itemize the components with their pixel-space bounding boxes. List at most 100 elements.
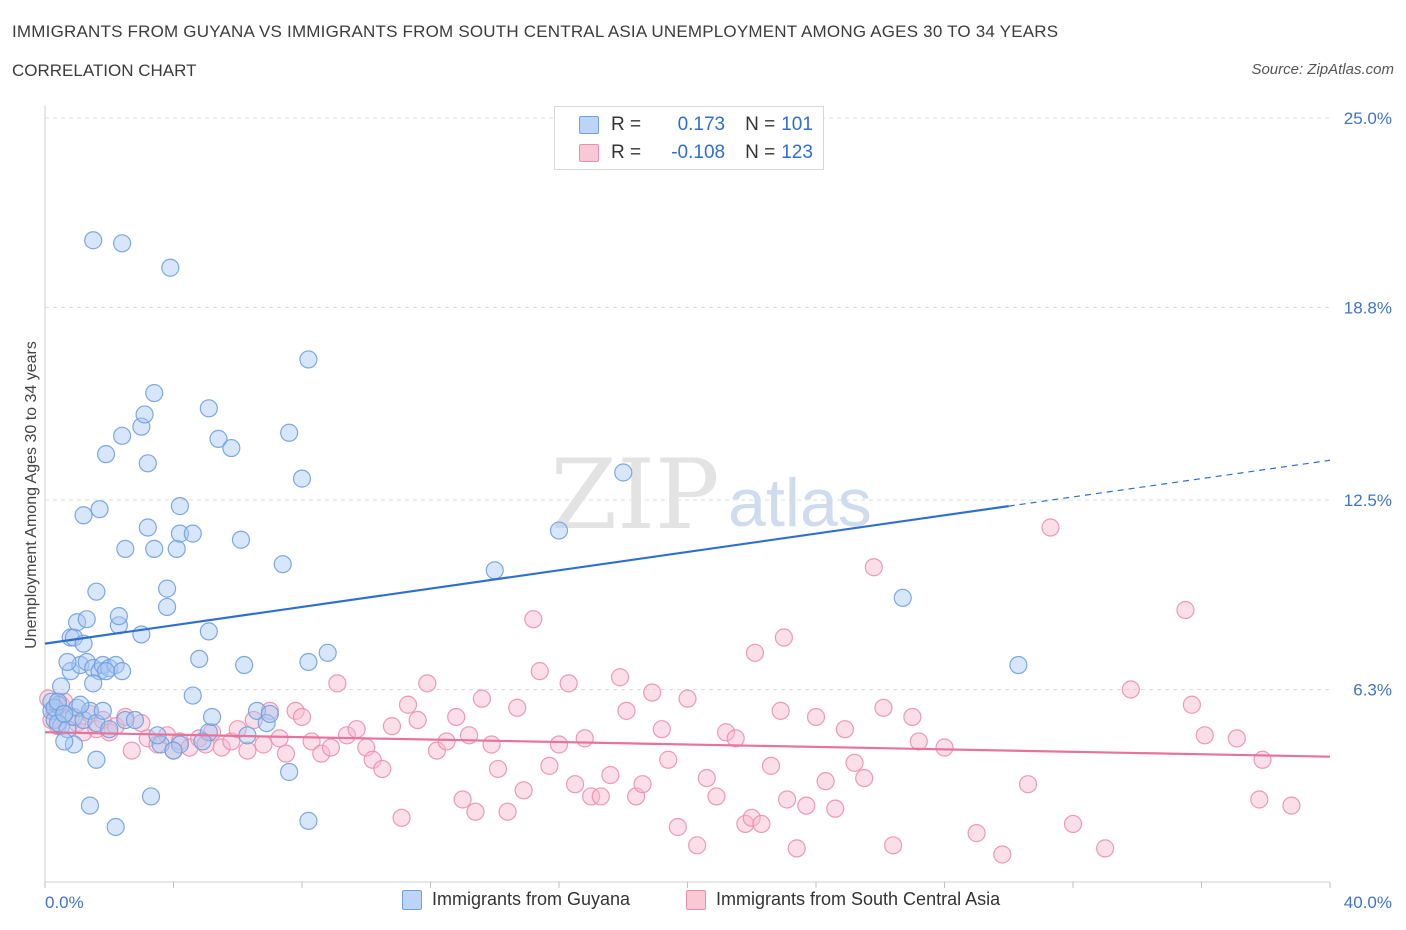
- data-point-south-central-asia: [565, 775, 585, 794]
- data-point-south-central-asia: [903, 707, 922, 727]
- legend-swatch-guyana: [579, 116, 599, 134]
- data-point-guyana: [157, 579, 177, 598]
- bottom-legend-swatch-south-central-asia: [686, 889, 706, 910]
- data-point-south-central-asia: [1253, 750, 1272, 769]
- data-point-south-central-asia: [816, 772, 835, 791]
- data-point-south-central-asia: [122, 741, 141, 760]
- data-point-south-central-asia: [447, 707, 466, 727]
- data-point-guyana: [209, 429, 228, 448]
- data-point-south-central-asia: [1195, 726, 1214, 745]
- data-point-south-central-asia: [601, 765, 620, 785]
- data-point-guyana: [614, 463, 633, 482]
- data-point-south-central-asia: [835, 720, 855, 739]
- data-point-south-central-asia: [752, 814, 771, 834]
- data-point-south-central-asia: [774, 628, 793, 647]
- x-tick-label: 0.0%: [45, 893, 84, 912]
- series-guyana: [42, 231, 1028, 837]
- data-point-south-central-asia: [688, 836, 707, 855]
- data-point-south-central-asia: [797, 796, 816, 815]
- n-label: N =: [745, 142, 776, 163]
- source-label: Source: ZipAtlas.com: [1251, 61, 1394, 78]
- data-point-guyana: [80, 796, 100, 815]
- data-point-south-central-asia: [777, 790, 797, 809]
- y-tick-label: 25.0%: [1344, 109, 1392, 128]
- data-point-guyana: [84, 231, 103, 250]
- data-point-south-central-asia: [610, 668, 630, 687]
- data-point-south-central-asia: [643, 683, 662, 702]
- legend-row-guyana: R = 0.173 N = 101: [579, 112, 813, 138]
- data-point-south-central-asia: [787, 839, 806, 858]
- bottom-legend-guyana: Immigrants from Guyana: [402, 889, 630, 910]
- data-point-south-central-asia: [582, 787, 601, 806]
- data-point-guyana: [202, 707, 222, 727]
- trend-line-guyana: [44, 505, 1009, 645]
- n-value: 101: [781, 114, 813, 135]
- bottom-legend-label-guyana: Immigrants from Guyana: [432, 889, 631, 909]
- watermark: ZIP atlas: [550, 439, 871, 551]
- data-point-south-central-asia: [883, 836, 903, 855]
- data-point-guyana: [280, 762, 299, 782]
- data-point-south-central-asia: [373, 759, 392, 779]
- data-point-south-central-asia: [742, 808, 761, 827]
- data-point-south-central-asia: [408, 710, 427, 730]
- data-point-south-central-asia: [652, 720, 671, 739]
- data-point-guyana: [125, 710, 145, 730]
- data-point-guyana: [170, 524, 190, 543]
- data-point-guyana: [485, 561, 504, 580]
- data-point-south-central-asia: [292, 707, 312, 727]
- data-point-south-central-asia: [1063, 814, 1083, 834]
- data-point-guyana: [183, 686, 202, 705]
- data-point-guyana: [299, 652, 318, 672]
- x-tick-label: 40.0%: [1344, 893, 1392, 912]
- data-point-guyana: [55, 732, 74, 751]
- data-point-guyana: [84, 674, 103, 693]
- data-point-south-central-asia: [697, 768, 716, 788]
- data-point-south-central-asia: [1282, 796, 1301, 815]
- data-point-guyana: [112, 426, 132, 445]
- grid-lines: [45, 117, 1330, 690]
- data-point-guyana: [292, 469, 312, 488]
- n-label: N =: [745, 114, 776, 135]
- data-point-guyana: [90, 500, 109, 519]
- data-point-guyana: [100, 720, 119, 739]
- data-point-south-central-asia: [967, 824, 986, 843]
- data-point-guyana: [157, 597, 177, 617]
- stats-legend: R = 0.173 N = 101 R = -0.108 N = 123: [554, 106, 824, 170]
- data-point-guyana: [273, 555, 292, 574]
- data-point-south-central-asia: [617, 701, 636, 720]
- data-point-south-central-asia: [1250, 790, 1269, 809]
- data-point-guyana: [135, 405, 154, 424]
- data-point-guyana: [231, 530, 251, 549]
- y-tick-label: 18.8%: [1344, 298, 1392, 317]
- data-point-south-central-asia: [228, 720, 247, 739]
- data-point-guyana: [161, 258, 180, 277]
- data-point-guyana: [145, 539, 164, 558]
- data-point-south-central-asia: [1176, 600, 1195, 620]
- data-point-south-central-asia: [328, 674, 347, 693]
- data-point-guyana: [96, 662, 116, 681]
- data-point-south-central-asia: [437, 732, 456, 751]
- data-point-guyana: [112, 662, 132, 681]
- data-point-guyana: [164, 741, 183, 760]
- data-point-south-central-asia: [270, 729, 289, 748]
- data-point-guyana: [1009, 655, 1028, 675]
- r-value: -0.108: [671, 142, 726, 163]
- data-point-south-central-asia: [524, 610, 543, 629]
- data-point-south-central-asia: [254, 735, 273, 754]
- data-point-guyana: [71, 695, 90, 714]
- chart-title: IMMIGRANTS FROM GUYANA VS IMMIGRANTS FRO…: [12, 22, 1059, 41]
- data-point-guyana: [299, 350, 318, 369]
- data-point-guyana: [141, 787, 161, 806]
- data-point-guyana: [222, 438, 241, 458]
- data-point-guyana: [199, 399, 218, 418]
- data-point-guyana: [190, 649, 209, 669]
- data-point-south-central-asia: [864, 558, 883, 577]
- data-point-south-central-asia: [668, 817, 687, 837]
- data-point-south-central-asia: [453, 790, 472, 809]
- data-point-south-central-asia: [591, 787, 610, 806]
- r-label: R =: [611, 114, 642, 135]
- data-point-guyana: [87, 750, 106, 769]
- y-tick-label: 6.3%: [1353, 680, 1392, 699]
- trend-lines: [44, 459, 1331, 758]
- data-point-guyana: [138, 454, 157, 473]
